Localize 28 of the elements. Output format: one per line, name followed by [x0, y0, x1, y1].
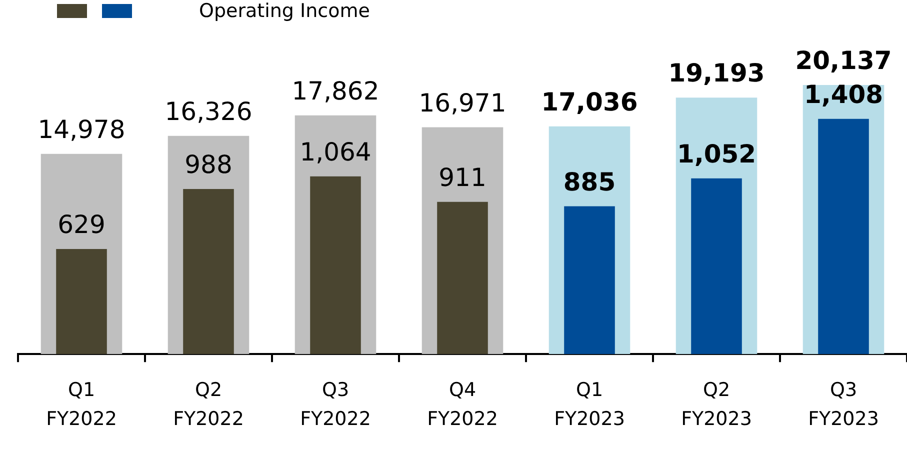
data-label: 1,408 [804, 80, 884, 109]
bar [310, 176, 361, 354]
data-label: 20,137 [795, 46, 892, 75]
data-label: 629 [58, 210, 106, 240]
bar [183, 189, 234, 354]
data-label: 16,971 [418, 88, 506, 118]
x-tick-label: Q4 FY2022 [427, 378, 498, 430]
text: Operating Income [199, 0, 370, 22]
x-tick-label: Q2 FY2023 [681, 378, 752, 430]
data-label: 911 [438, 162, 486, 192]
data-label: 988 [184, 150, 232, 180]
bar [691, 178, 742, 354]
bar [56, 249, 107, 354]
data-label: 1,064 [300, 137, 372, 166]
x-tick-label: Q3 FY2023 [808, 378, 879, 430]
x-tick-label: Q1 FY2023 [554, 378, 625, 430]
x-tick-label: Q2 FY2022 [173, 378, 244, 430]
bar [437, 202, 488, 354]
data-label: 19,193 [668, 58, 765, 88]
x-tick-label: Q3 FY2022 [300, 378, 371, 430]
data-label: 16,326 [164, 96, 252, 126]
data-label: 17,862 [292, 76, 380, 106]
data-label: 885 [563, 167, 616, 196]
bar [564, 206, 615, 354]
data-label: 17,036 [541, 87, 638, 116]
data-label: 14,978 [38, 114, 126, 144]
x-tick-label: Q1 FY2022 [46, 378, 117, 430]
data-label: 1,052 [676, 139, 756, 168]
